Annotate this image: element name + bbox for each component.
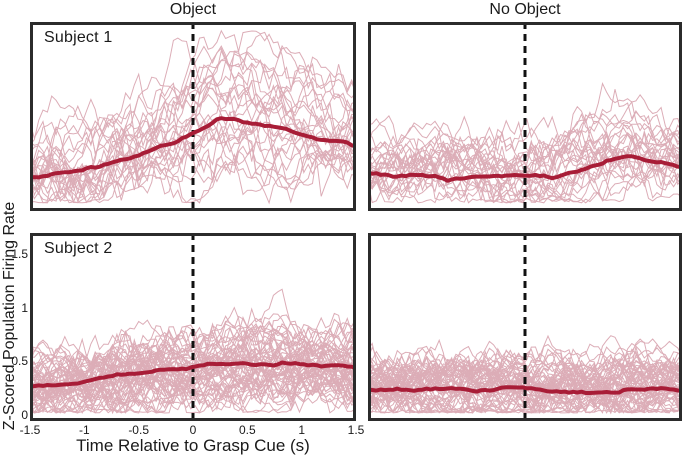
subject1-label: Subject 1 bbox=[44, 29, 113, 46]
x-tick-label: -1 bbox=[78, 423, 90, 437]
subject2-label: Subject 2 bbox=[44, 240, 113, 257]
panel-subject2-no-object-plot bbox=[368, 233, 682, 421]
y-tick-label: 1 bbox=[21, 300, 28, 315]
panel-border bbox=[368, 233, 682, 421]
x-tick-label: 0 bbox=[189, 423, 197, 437]
panel-subject1-object-plot bbox=[30, 22, 356, 211]
panel-border bbox=[30, 233, 356, 421]
column-title-no-object: No Object bbox=[489, 1, 561, 18]
population-mean-line bbox=[368, 154, 682, 183]
y-tick-label: 1.5 bbox=[11, 247, 28, 262]
y-tick-label: 0 bbox=[21, 407, 28, 422]
panel-subject1-no-object-plot bbox=[368, 22, 682, 211]
panel-border bbox=[30, 22, 356, 211]
population-mean-line bbox=[368, 385, 682, 395]
x-axis-label: Time Relative to Grasp Cue (s) bbox=[76, 436, 310, 455]
population-mean-line bbox=[30, 360, 356, 389]
x-tick-label: -0.5 bbox=[128, 423, 149, 437]
population-mean-line bbox=[30, 116, 356, 180]
panel-subject2-object-plot bbox=[30, 233, 356, 421]
x-tick-label: -1.5 bbox=[19, 423, 41, 437]
column-title-object: Object bbox=[169, 1, 217, 18]
x-tick-label: 1.5 bbox=[347, 423, 365, 437]
panel-border bbox=[368, 22, 682, 211]
y-axis-label: Z-Scored Population Firing Rate bbox=[1, 201, 18, 431]
ensemble-traces bbox=[30, 29, 356, 205]
y-tick-label: 0.5 bbox=[11, 354, 28, 369]
x-tick-label: 1 bbox=[298, 423, 305, 437]
x-tick-label: 0.5 bbox=[238, 423, 256, 437]
